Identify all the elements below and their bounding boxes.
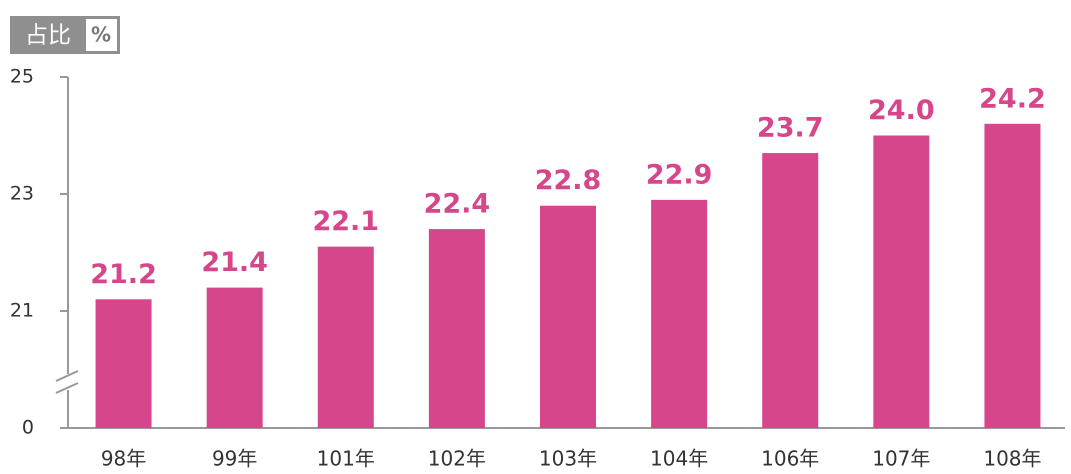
unit-box (86, 19, 117, 51)
x-tick-label: 108年 (983, 447, 1041, 471)
bar (317, 246, 374, 428)
value-label: 22.9 (646, 159, 713, 190)
x-tick-label: 102年 (428, 447, 486, 471)
value-label: 21.2 (90, 259, 157, 290)
bar (984, 123, 1041, 429)
y-tick-label: 23 (10, 183, 34, 205)
x-tick-label: 99年 (212, 447, 257, 471)
bar (95, 299, 152, 428)
axis-break (55, 370, 79, 394)
value-label: 23.7 (757, 113, 824, 144)
x-tick-label: 101年 (317, 447, 375, 471)
y-tick-label: 25 (10, 66, 34, 88)
bar (873, 135, 930, 428)
x-tick-label: 98年 (101, 447, 146, 471)
value-label: 22.8 (535, 165, 602, 196)
value-label: 24.2 (979, 83, 1046, 114)
y-tick-label: 0 (22, 417, 34, 439)
break-line (55, 370, 79, 382)
bar (206, 287, 263, 428)
bar (540, 205, 596, 428)
x-tick-label: 103年 (539, 447, 597, 471)
y-tick-label: 21 (10, 300, 34, 322)
value-label: 22.4 (424, 189, 491, 220)
unit: % (91, 23, 111, 47)
x-tick-label: 106年 (761, 447, 819, 471)
bar (428, 229, 485, 428)
x-tick-label: 107年 (872, 447, 930, 471)
bar (762, 153, 819, 429)
value-label: 24.0 (868, 95, 935, 126)
bar (651, 199, 708, 428)
x-tick-label: 104年 (650, 447, 708, 471)
value-label: 22.1 (312, 206, 379, 237)
break-line (55, 382, 79, 394)
chart-title: 占比 (25, 23, 71, 49)
value-label: 21.4 (201, 247, 268, 278)
